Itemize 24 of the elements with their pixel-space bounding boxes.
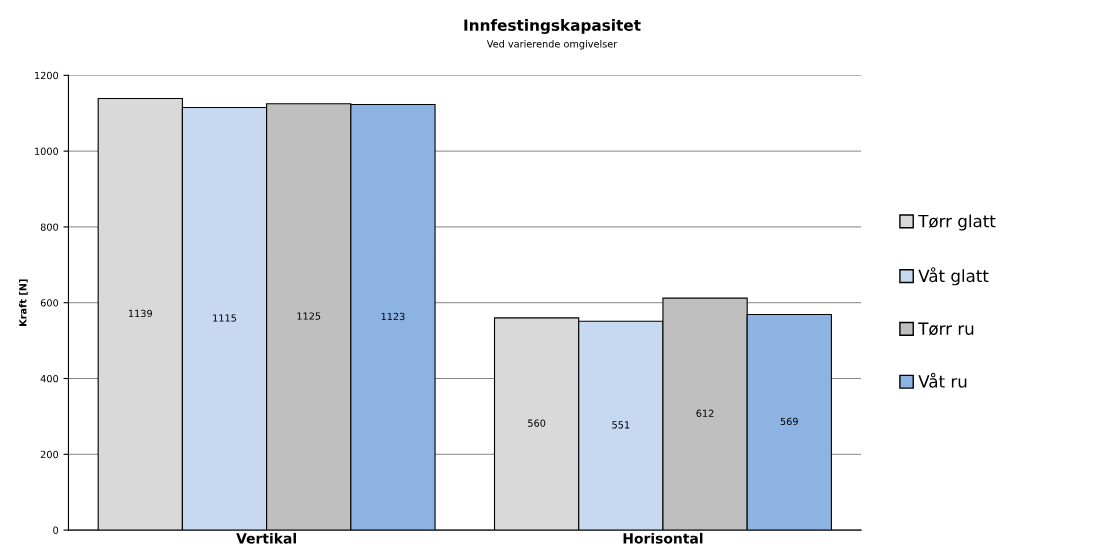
chart-subtitle: Ved varierende omgivelser xyxy=(486,40,618,50)
legend-label: Våt glatt xyxy=(918,267,989,286)
data-label: 1123 xyxy=(381,312,405,321)
data-label: 612 xyxy=(696,409,714,417)
legend-label: Våt ru xyxy=(918,372,967,388)
x-tick-label: Horisontal xyxy=(623,532,703,544)
x-tick-label: Vertikal xyxy=(236,532,296,544)
legend-label: Tørr glatt xyxy=(918,214,996,231)
data-label: 1125 xyxy=(297,312,321,320)
data-label: 551 xyxy=(612,421,630,429)
y-tick-label: 800 xyxy=(40,223,59,231)
data-label: 1115 xyxy=(213,314,237,322)
chart-title: Innfestingskapasitet xyxy=(464,19,641,34)
y-tick-label: 1200 xyxy=(35,71,59,80)
legend-label: Tørr ru xyxy=(918,322,974,336)
data-label: 1139 xyxy=(128,309,152,318)
y-tick-label: 1000 xyxy=(35,147,59,155)
y-tick-label: 400 xyxy=(40,374,59,383)
y-tick-label: 200 xyxy=(40,450,59,459)
y-axis-title: Kraft [N] xyxy=(19,279,28,326)
y-tick-label: 0 xyxy=(53,526,59,534)
y-tick-label: 600 xyxy=(40,299,59,307)
data-label: 569 xyxy=(780,417,798,426)
data-label: 560 xyxy=(528,419,546,427)
